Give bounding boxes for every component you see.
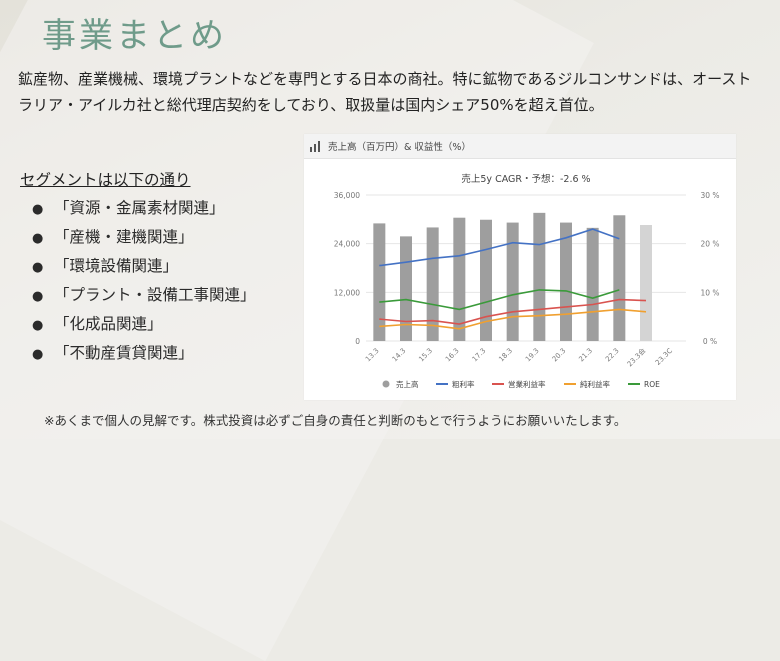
- segment-label: 「産機・建機関連」: [54, 228, 194, 246]
- disclaimer-note: ※あくまで個人の見解です。株式投資は必ずご自身の責任と判断のもとで行うようにお願…: [44, 413, 627, 428]
- x-tick-label: 22.3: [604, 347, 621, 364]
- series-line: [379, 228, 620, 267]
- bar: [613, 215, 626, 341]
- x-tick-label: 23.3C: [654, 347, 674, 367]
- x-tick-label: 13.3: [364, 347, 381, 364]
- chart-card: 売上高（百万円）& 収益性（%） 売上5y CAGR・予想：-2.6 % 36,0…: [304, 134, 736, 400]
- segments-list: ● 「資源・金属素材関連」 ● 「産機・建機関連」 ● 「環境設備関連」 ● 「プラント…: [32, 194, 256, 368]
- list-item: ● 「不動産賃貸関連」: [32, 339, 256, 368]
- y-right-tick-label: 30 %: [700, 191, 719, 200]
- page-title: 事業まとめ: [42, 16, 227, 56]
- chart-header: 売上高（百万円）& 収益性（%）: [304, 134, 736, 159]
- chart-title: 売上5y CAGR・予想：-2.6 %: [461, 173, 590, 185]
- y-left-tick-label: 12,000: [334, 288, 360, 297]
- y-left-tick-label: 36,000: [334, 191, 360, 200]
- segment-label: 「資源・金属素材関連」: [54, 199, 225, 217]
- y-left-tick-label: 0: [355, 337, 360, 346]
- y-right-tick-label: 20 %: [700, 240, 719, 249]
- segment-label: 「不動産賃貸関連」: [54, 344, 194, 362]
- bar: [640, 225, 652, 341]
- segments-heading: セグメントは以下の通り: [20, 171, 191, 189]
- list-item: ● 「資源・金属素材関連」: [32, 194, 256, 223]
- bullet-icon: ●: [32, 231, 44, 246]
- list-item: ● 「環境設備関連」: [32, 252, 256, 281]
- bullet-icon: ●: [32, 347, 44, 362]
- company-description: 鉱産物、産業機械、環境プラントなどを専門とする日本の商社。特に鉱物であるジルコン…: [18, 70, 752, 114]
- bullet-icon: ●: [32, 289, 44, 304]
- x-tick-label: 17.3: [471, 347, 488, 364]
- bullet-icon: ●: [32, 260, 44, 275]
- x-tick-label: 19.3: [524, 347, 541, 364]
- legend-label: 粗利率: [452, 379, 475, 389]
- bar: [426, 227, 439, 341]
- series-line: [379, 308, 647, 330]
- legend-marker: [382, 380, 390, 388]
- segment-label: 「環境設備関連」: [54, 257, 179, 275]
- legend-label: 営業利益率: [508, 379, 546, 389]
- series-line: [379, 298, 647, 325]
- chart: 売上5y CAGR・予想：-2.6 % 36,000 30 % 24,000 20 % 1…: [334, 173, 720, 389]
- legend-label: ROE: [644, 380, 660, 389]
- x-tick-label: 15.3: [417, 347, 434, 364]
- x-tick-label: 20.3: [551, 347, 568, 364]
- segment-label: 「プラント・設備工事関連」: [54, 286, 256, 304]
- legend-label: 純利益率: [580, 379, 610, 389]
- bar: [586, 227, 599, 341]
- list-item: ● 「化成品関連」: [32, 310, 256, 339]
- list-item: ● 「産機・建機関連」: [32, 223, 256, 252]
- series-line: [379, 289, 620, 311]
- bar: [533, 212, 546, 341]
- x-tick-label: 14.3: [391, 347, 408, 364]
- bar-chart-icon: [310, 141, 320, 152]
- bar: [453, 217, 466, 341]
- y-right-tick-label: 10 %: [700, 288, 719, 297]
- bullet-icon: ●: [32, 318, 44, 333]
- y-left-tick-label: 24,000: [334, 240, 360, 249]
- x-tick-label: 23.3会: [625, 346, 647, 368]
- x-tick-label: 18.3: [497, 347, 514, 364]
- chart-header-title: 売上高（百万円）& 収益性（%）: [328, 142, 471, 153]
- y-right-tick-label: 0 %: [703, 337, 717, 346]
- bar: [506, 222, 519, 341]
- bar: [560, 222, 572, 341]
- bar: [373, 223, 386, 341]
- bullet-icon: ●: [32, 202, 44, 217]
- legend-label: 売上高: [396, 379, 419, 389]
- list-item: ● 「プラント・設備工事関連」: [32, 281, 256, 310]
- x-tick-label: 21.3: [577, 347, 594, 364]
- segment-label: 「化成品関連」: [54, 315, 163, 333]
- x-tick-label: 16.3: [444, 347, 461, 364]
